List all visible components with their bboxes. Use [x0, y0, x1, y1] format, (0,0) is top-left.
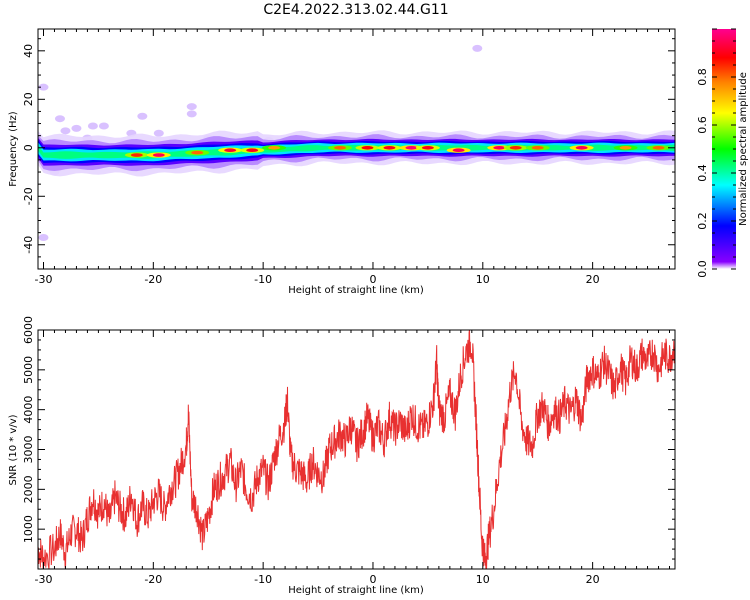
colorbar-tick-label: 0.4 [696, 164, 709, 182]
snr-panel: -30 -20 -10 0 10 20 1000 2000 3000 4000 5000 6000 H… [8, 316, 676, 596]
snr-xtick-label: -30 [35, 573, 53, 586]
spectral-peak [224, 148, 237, 153]
snr-xtick-label: -20 [144, 573, 162, 586]
spectral-peak [268, 145, 281, 150]
spectrogram-frame [37, 28, 676, 270]
spectrogram-ytick-label: 40 [22, 44, 35, 58]
colorbar-tick-label: 0.6 [696, 116, 709, 134]
figure-title: C2E4.2022.313.02.44.G11 [263, 2, 448, 18]
spectrogram-ylabel: Frequency (Hz) [8, 111, 19, 187]
noise-blob [87, 122, 98, 130]
noise-blob [71, 124, 82, 132]
noise-blob [137, 112, 148, 120]
snr-ytick-label: 4000 [22, 396, 35, 424]
snr-xtick-label: 10 [476, 573, 490, 586]
snr-ytick-label: 5000 [22, 356, 35, 384]
colorbar-tick-label: 0.8 [696, 68, 709, 86]
spectral-peak [531, 145, 544, 150]
snr-xlabel: Height of straight line (km) [288, 585, 424, 596]
noise-blob [98, 122, 109, 130]
colorbar: 0.0 0.2 0.4 0.6 0.8 Normalized spectral ampl… [696, 28, 749, 278]
spectrogram-ytick-label: 0 [22, 144, 35, 151]
spectral-peak [405, 145, 418, 150]
noise-blob [472, 44, 483, 52]
snr-xtick-label: 0 [369, 573, 376, 586]
snr-xtick-label: 20 [586, 573, 600, 586]
spectral-peak [575, 145, 588, 150]
spectrogram-panel: -30 -20 -10 0 10 20 -40 -20 0 20 40 Height of stra… [8, 28, 676, 296]
spectrogram-xtick-label: 0 [369, 273, 376, 286]
snr-xtick-label: -10 [254, 573, 272, 586]
spectrogram-image [38, 44, 675, 241]
spectral-peak [191, 150, 204, 155]
snr-axes: -30 -20 -10 0 10 20 1000 2000 3000 4000 5000 6000 [22, 316, 675, 586]
noise-blob [186, 110, 197, 118]
colorbar-gradient [712, 29, 736, 269]
spectral-peak [383, 145, 396, 150]
spectral-peak [152, 153, 165, 157]
spectral-peak [452, 148, 465, 153]
spectrogram-ytick-label: -20 [22, 187, 35, 205]
spectral-peak [509, 145, 522, 150]
colorbar-ticks: 0.0 0.2 0.4 0.6 0.8 [696, 28, 736, 278]
spectral-peak [493, 145, 506, 150]
spectrogram-xlabel: Height of straight line (km) [288, 285, 424, 296]
noise-blob [38, 83, 49, 91]
spectral-peak [334, 145, 347, 150]
spectrogram-xtick-label: -20 [144, 273, 162, 286]
snr-series-line [38, 330, 675, 569]
spectrogram-xtick-label: -10 [254, 273, 272, 286]
colorbar-label: Normalized spectral amplitude [738, 72, 749, 226]
spectral-peak [130, 153, 143, 157]
colorbar-tick-label: 0.0 [696, 260, 709, 278]
noise-blob [153, 129, 164, 137]
spectrogram-xtick-label: -30 [35, 273, 53, 286]
colorbar-tick-label: 0.2 [696, 212, 709, 230]
snr-ytick-label: 1000 [22, 515, 35, 543]
snr-ytick-label: 2000 [22, 475, 35, 503]
spectrogram-axes: -30 -20 -10 0 10 20 -40 -20 0 20 40 [22, 29, 675, 286]
noise-blob [60, 127, 71, 135]
noise-blob [54, 115, 65, 123]
spectral-peak [652, 145, 665, 150]
spectral-peak [421, 145, 434, 150]
spectrogram-ytick-label: -40 [22, 236, 35, 254]
spectral-peak [361, 145, 374, 150]
spectrogram-xtick-label: 10 [476, 273, 490, 286]
spectrogram-xtick-label: 20 [586, 273, 600, 286]
snr-ytick-label: 6000 [22, 316, 35, 344]
spectral-peak [619, 145, 632, 150]
spectrogram-ytick-label: 20 [22, 92, 35, 106]
snr-ylabel: SNR (10 * v/v) [8, 414, 19, 485]
noise-blob [38, 233, 49, 241]
spectral-peak [246, 148, 259, 153]
noise-blob [186, 103, 197, 111]
snr-ytick-label: 3000 [22, 436, 35, 464]
